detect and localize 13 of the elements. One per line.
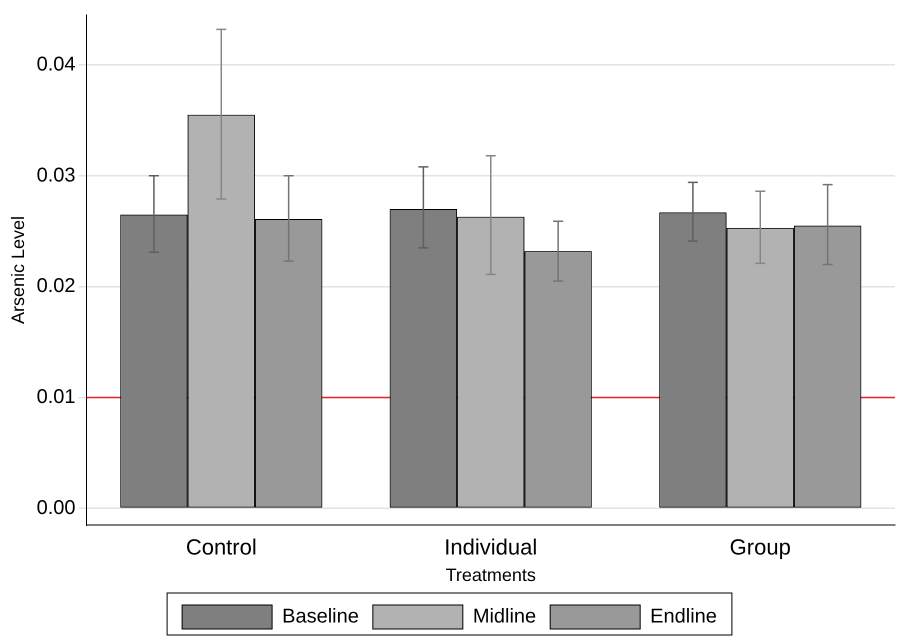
x-axis-title: Treatments [446,565,536,586]
y-tick-label: 0.04 [36,53,76,76]
x-tick-label: Individual [444,534,538,560]
legend-label: Baseline [282,606,359,628]
legend-label: Endline [650,606,717,628]
legend-label: Midline [472,606,536,628]
y-axis-title: Arsenic Level [8,216,28,324]
y-tick-label: 0.00 [36,496,76,519]
x-tick-label: Control [186,534,257,560]
y-tick-label: 0.01 [36,386,76,408]
y-tick-label: 0.03 [36,164,76,186]
x-tick-label: Group [730,534,791,560]
y-tick-label: 0.02 [36,275,76,298]
